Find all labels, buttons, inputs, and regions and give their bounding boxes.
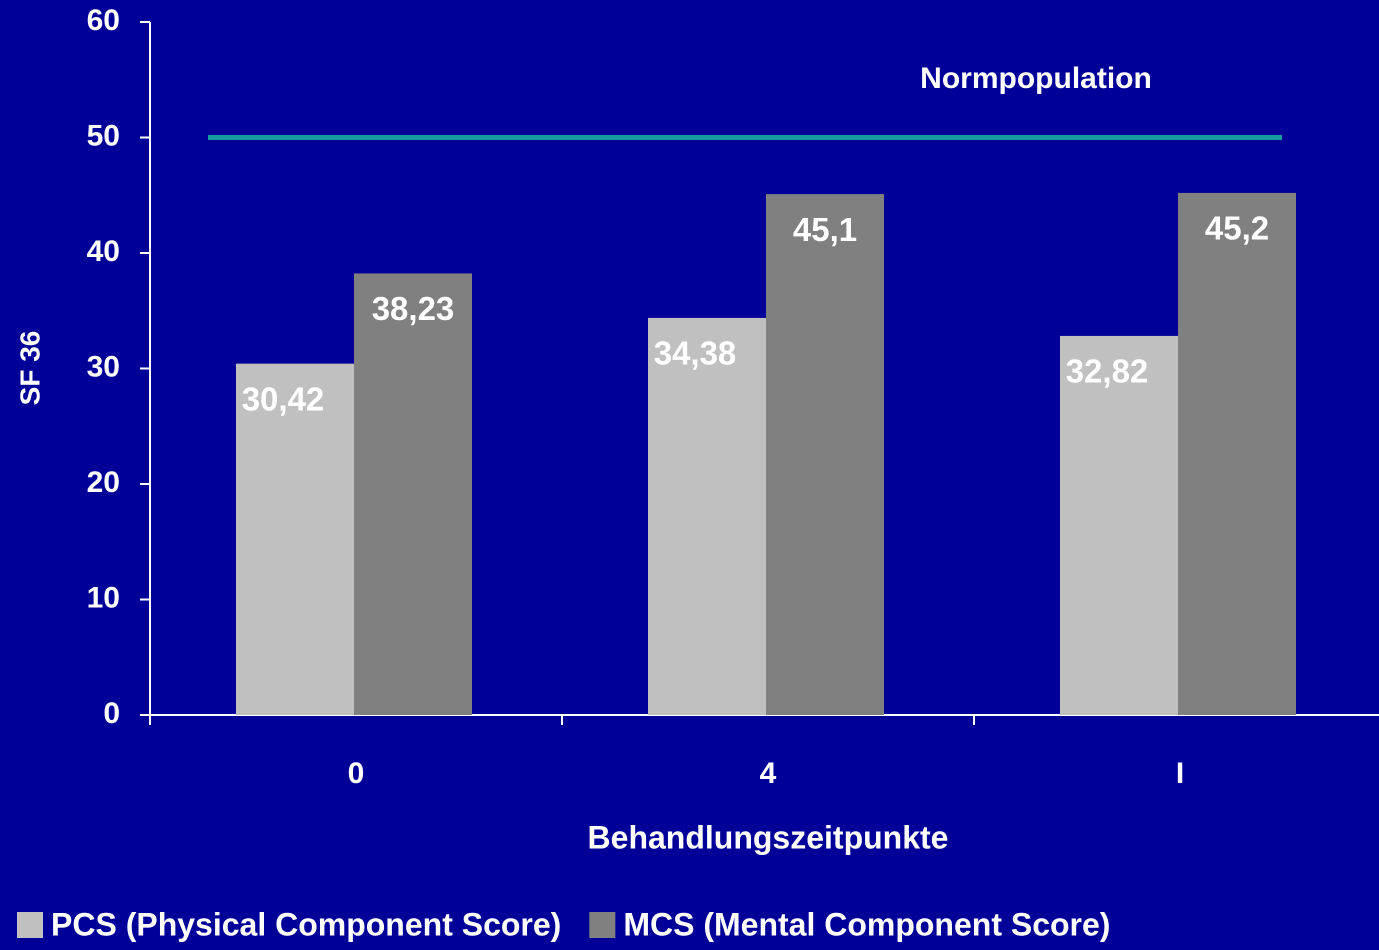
y-tick-label: 50	[87, 119, 120, 152]
y-tick-label: 60	[87, 4, 120, 37]
value-label: 30,42	[242, 380, 325, 417]
bar	[1060, 335, 1178, 715]
legend-swatch	[589, 912, 616, 938]
bar	[766, 194, 884, 716]
reference-label: Normpopulation	[920, 62, 1152, 95]
y-tick-label: 30	[87, 350, 120, 383]
value-label: 32,82	[1066, 353, 1149, 390]
value-label: 45,2	[1205, 210, 1269, 247]
value-label: 34,38	[654, 335, 737, 372]
bar	[236, 363, 354, 715]
value-label: 38,23	[372, 290, 455, 327]
y-tick-label: 20	[87, 466, 120, 499]
x-axis-label: Behandlungszeitpunkte	[588, 819, 949, 855]
legend-swatch	[17, 912, 43, 938]
bar	[1178, 192, 1296, 715]
x-tick-label: I	[1176, 757, 1184, 790]
y-tick-label: 0	[103, 697, 120, 730]
legend-label: PCS (Physical Component Score)	[51, 906, 561, 942]
x-tick-label: 0	[348, 757, 365, 790]
bar	[354, 273, 472, 715]
legend-label: MCS (Mental Component Score)	[623, 906, 1110, 942]
value-label: 45,1	[793, 211, 857, 248]
x-tick-label: 4	[760, 757, 777, 790]
y-tick-label: 10	[87, 581, 120, 614]
bar	[648, 317, 766, 715]
y-axis-label: SF 36	[14, 331, 45, 406]
y-tick-label: 40	[87, 235, 120, 268]
